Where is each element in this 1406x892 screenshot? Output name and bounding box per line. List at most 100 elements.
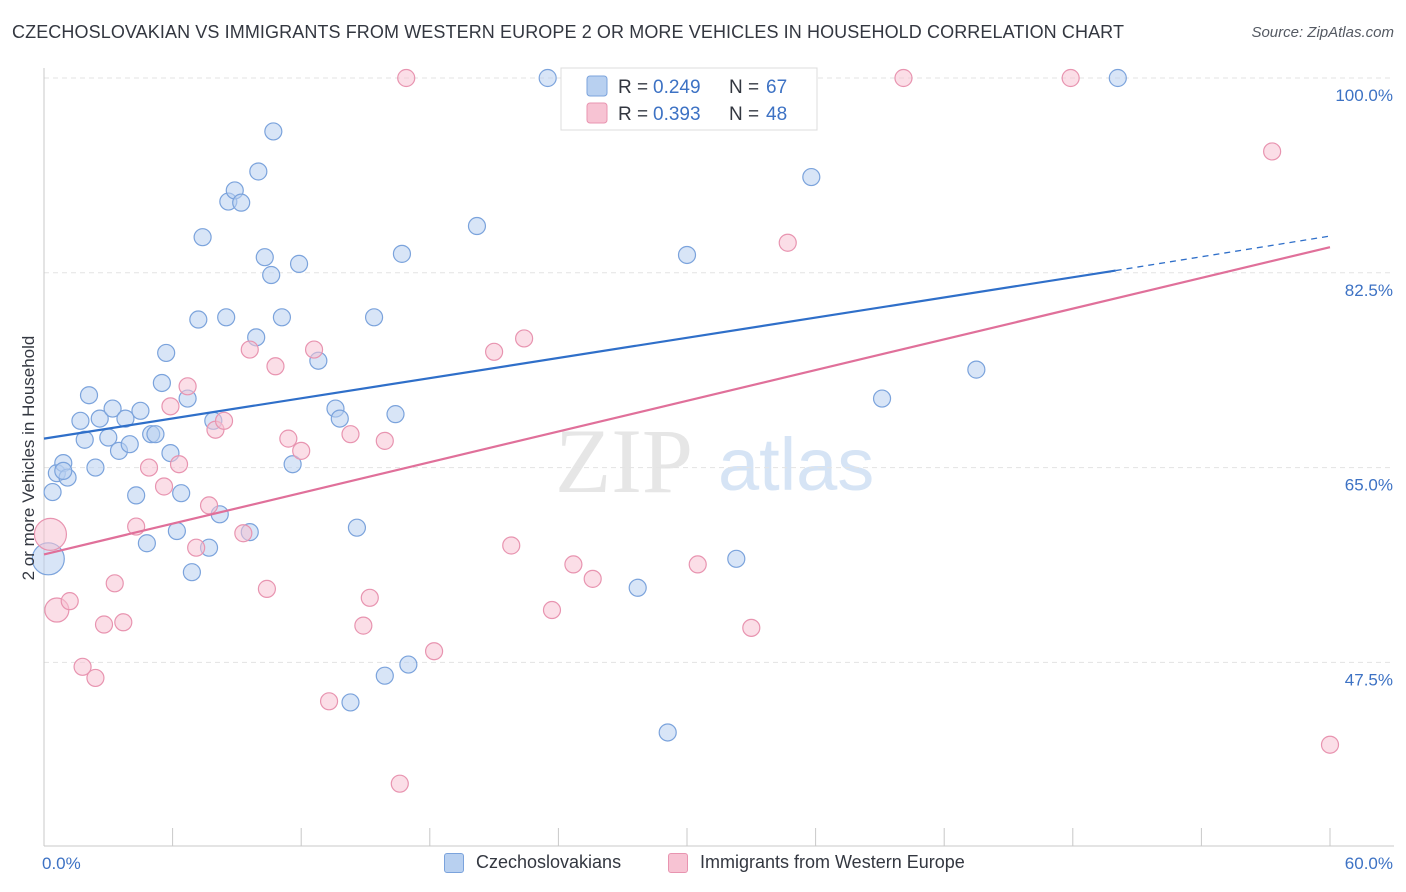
point-1-39 [688, 555, 707, 574]
point-0-16 [127, 486, 146, 505]
point-0-53 [386, 405, 405, 424]
y-axis-title: 2 or more Vehicles in Household [19, 336, 38, 581]
legend-n-value-1: 67 [766, 77, 787, 98]
axes [43, 68, 1394, 847]
legend-n-label-1: N = [729, 77, 759, 98]
point-0-43 [272, 308, 292, 327]
point-0-29 [193, 228, 212, 247]
point-1-42 [778, 233, 797, 252]
point-0-48 [330, 409, 349, 428]
source-credit: Source: ZipAtlas.com [1251, 24, 1394, 41]
series-points-czechoslovakians [31, 68, 1127, 742]
point-1-5 [94, 615, 114, 634]
point-0-59 [628, 578, 647, 597]
point-1-38 [583, 569, 602, 588]
point-0-63 [802, 167, 821, 187]
series-label-immigrants: Immigrants from Western Europe [700, 852, 965, 872]
point-1-12 [169, 455, 189, 474]
point-1-21 [266, 357, 285, 376]
point-1-0 [33, 517, 68, 551]
x-tick-labels: 0.0% 60.0% [42, 854, 1393, 873]
series-legend-immigrants: Immigrants from Western Europe [668, 852, 965, 873]
point-0-39 [249, 162, 268, 181]
legend-n-label-2: N = [729, 104, 759, 125]
x-tick-label-0: 0.0% [42, 854, 81, 873]
point-1-41 [742, 618, 761, 637]
point-0-21 [152, 373, 171, 393]
point-0-22 [157, 343, 176, 363]
point-0-25 [172, 484, 191, 503]
watermark-zip: ZIP [555, 410, 693, 512]
legend-r-label-1: R = [618, 77, 648, 98]
point-0-5 [54, 461, 73, 481]
series-legend: Czechoslovakians Immigrants from Western… [0, 852, 1406, 878]
point-1-45 [1263, 142, 1282, 161]
point-1-14 [187, 538, 206, 557]
point-0-51 [364, 308, 384, 327]
point-0-61 [677, 245, 697, 265]
legend-r-label-2: R = [618, 104, 648, 125]
point-1-13 [178, 377, 197, 396]
point-1-15 [199, 496, 219, 515]
watermark-atlas: atlas [718, 423, 874, 506]
legend-r-value-2: 0.393 [653, 104, 701, 125]
point-0-57 [538, 68, 557, 88]
legend-swatch-immigrants [586, 102, 608, 124]
point-1-29 [375, 431, 394, 450]
point-1-44 [1061, 68, 1080, 88]
series-swatch-blue [444, 852, 464, 873]
point-0-42 [264, 122, 283, 141]
point-0-10 [90, 409, 109, 428]
point-1-25 [319, 692, 339, 711]
legend-swatch-czechoslovakians [586, 75, 608, 97]
point-1-36 [542, 600, 562, 620]
trend-line-immigrants [43, 246, 1331, 556]
point-1-37 [564, 555, 583, 574]
point-1-18 [234, 524, 253, 543]
point-0-1 [43, 482, 62, 502]
point-1-30 [390, 774, 409, 793]
point-1-26 [341, 425, 360, 444]
point-1-31 [397, 68, 416, 88]
point-1-20 [257, 579, 277, 598]
point-0-27 [182, 563, 201, 582]
point-1-9 [139, 458, 159, 477]
point-1-32 [424, 642, 444, 661]
y-tick-label-0: 47.5% [1345, 670, 1393, 689]
point-0-65 [967, 360, 986, 379]
y-tick-labels: 47.5% 65.0% 82.5% 100.0% [1335, 86, 1393, 689]
point-1-6 [105, 574, 124, 593]
point-0-44 [283, 455, 302, 474]
point-0-40 [255, 248, 274, 267]
point-1-33 [485, 342, 504, 361]
chart-title: CZECHOSLOVAKIAN VS IMMIGRANTS FROM WESTE… [12, 22, 1125, 42]
gridlines [44, 77, 1394, 663]
point-1-43 [894, 68, 913, 88]
point-0-15 [120, 435, 139, 454]
point-0-52 [375, 666, 394, 685]
point-0-64 [872, 389, 892, 408]
point-0-45 [289, 254, 309, 273]
point-0-60 [658, 723, 677, 742]
point-0-33 [217, 308, 236, 327]
point-1-28 [360, 588, 379, 607]
point-1-2 [60, 592, 79, 611]
point-0-62 [727, 549, 746, 568]
point-0-9 [86, 458, 105, 477]
point-1-10 [154, 477, 174, 496]
point-1-24 [304, 340, 324, 359]
point-0-56 [467, 216, 487, 236]
point-0-14 [116, 409, 135, 428]
point-0-66 [1108, 68, 1127, 88]
point-0-17 [131, 401, 150, 420]
correlation-legend: R = 0.249 N = 67 R = 0.393 N = 48 [560, 67, 818, 131]
point-1-3 [73, 657, 92, 676]
series-swatch-pink [668, 852, 688, 873]
point-1-11 [161, 397, 180, 416]
point-0-6 [71, 411, 90, 430]
point-1-35 [515, 329, 534, 348]
y-tick-label-2: 82.5% [1345, 281, 1393, 300]
point-1-7 [114, 613, 133, 632]
point-1-17 [214, 411, 234, 430]
point-1-19 [240, 340, 259, 359]
